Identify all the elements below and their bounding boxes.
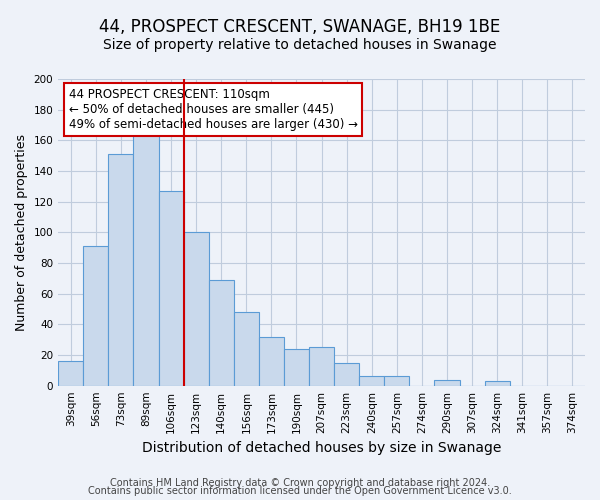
Bar (334, 362, 359, 386)
Text: 44, PROSPECT CRESCENT, SWANAGE, BH19 1BE: 44, PROSPECT CRESCENT, SWANAGE, BH19 1BE (100, 18, 500, 36)
Bar (109, 154, 133, 386)
Bar (234, 312, 259, 386)
Bar (385, 376, 409, 386)
Y-axis label: Number of detached properties: Number of detached properties (15, 134, 28, 331)
Text: Contains public sector information licensed under the Open Government Licence v3: Contains public sector information licen… (88, 486, 512, 496)
Text: Contains HM Land Registry data © Crown copyright and database right 2024.: Contains HM Land Registry data © Crown c… (110, 478, 490, 488)
Text: 44 PROSPECT CRESCENT: 110sqm
← 50% of detached houses are smaller (445)
49% of s: 44 PROSPECT CRESCENT: 110sqm ← 50% of de… (69, 88, 358, 131)
Bar (259, 336, 284, 386)
Bar (309, 348, 334, 386)
Bar (83, 246, 109, 386)
Bar (359, 376, 385, 386)
Bar (284, 349, 309, 386)
Bar (209, 280, 234, 386)
Bar (158, 191, 184, 386)
Bar (485, 381, 510, 386)
Text: Size of property relative to detached houses in Swanage: Size of property relative to detached ho… (103, 38, 497, 52)
Bar (58, 361, 83, 386)
Bar (434, 380, 460, 386)
X-axis label: Distribution of detached houses by size in Swanage: Distribution of detached houses by size … (142, 441, 501, 455)
Bar (184, 232, 209, 386)
Bar (133, 132, 158, 386)
